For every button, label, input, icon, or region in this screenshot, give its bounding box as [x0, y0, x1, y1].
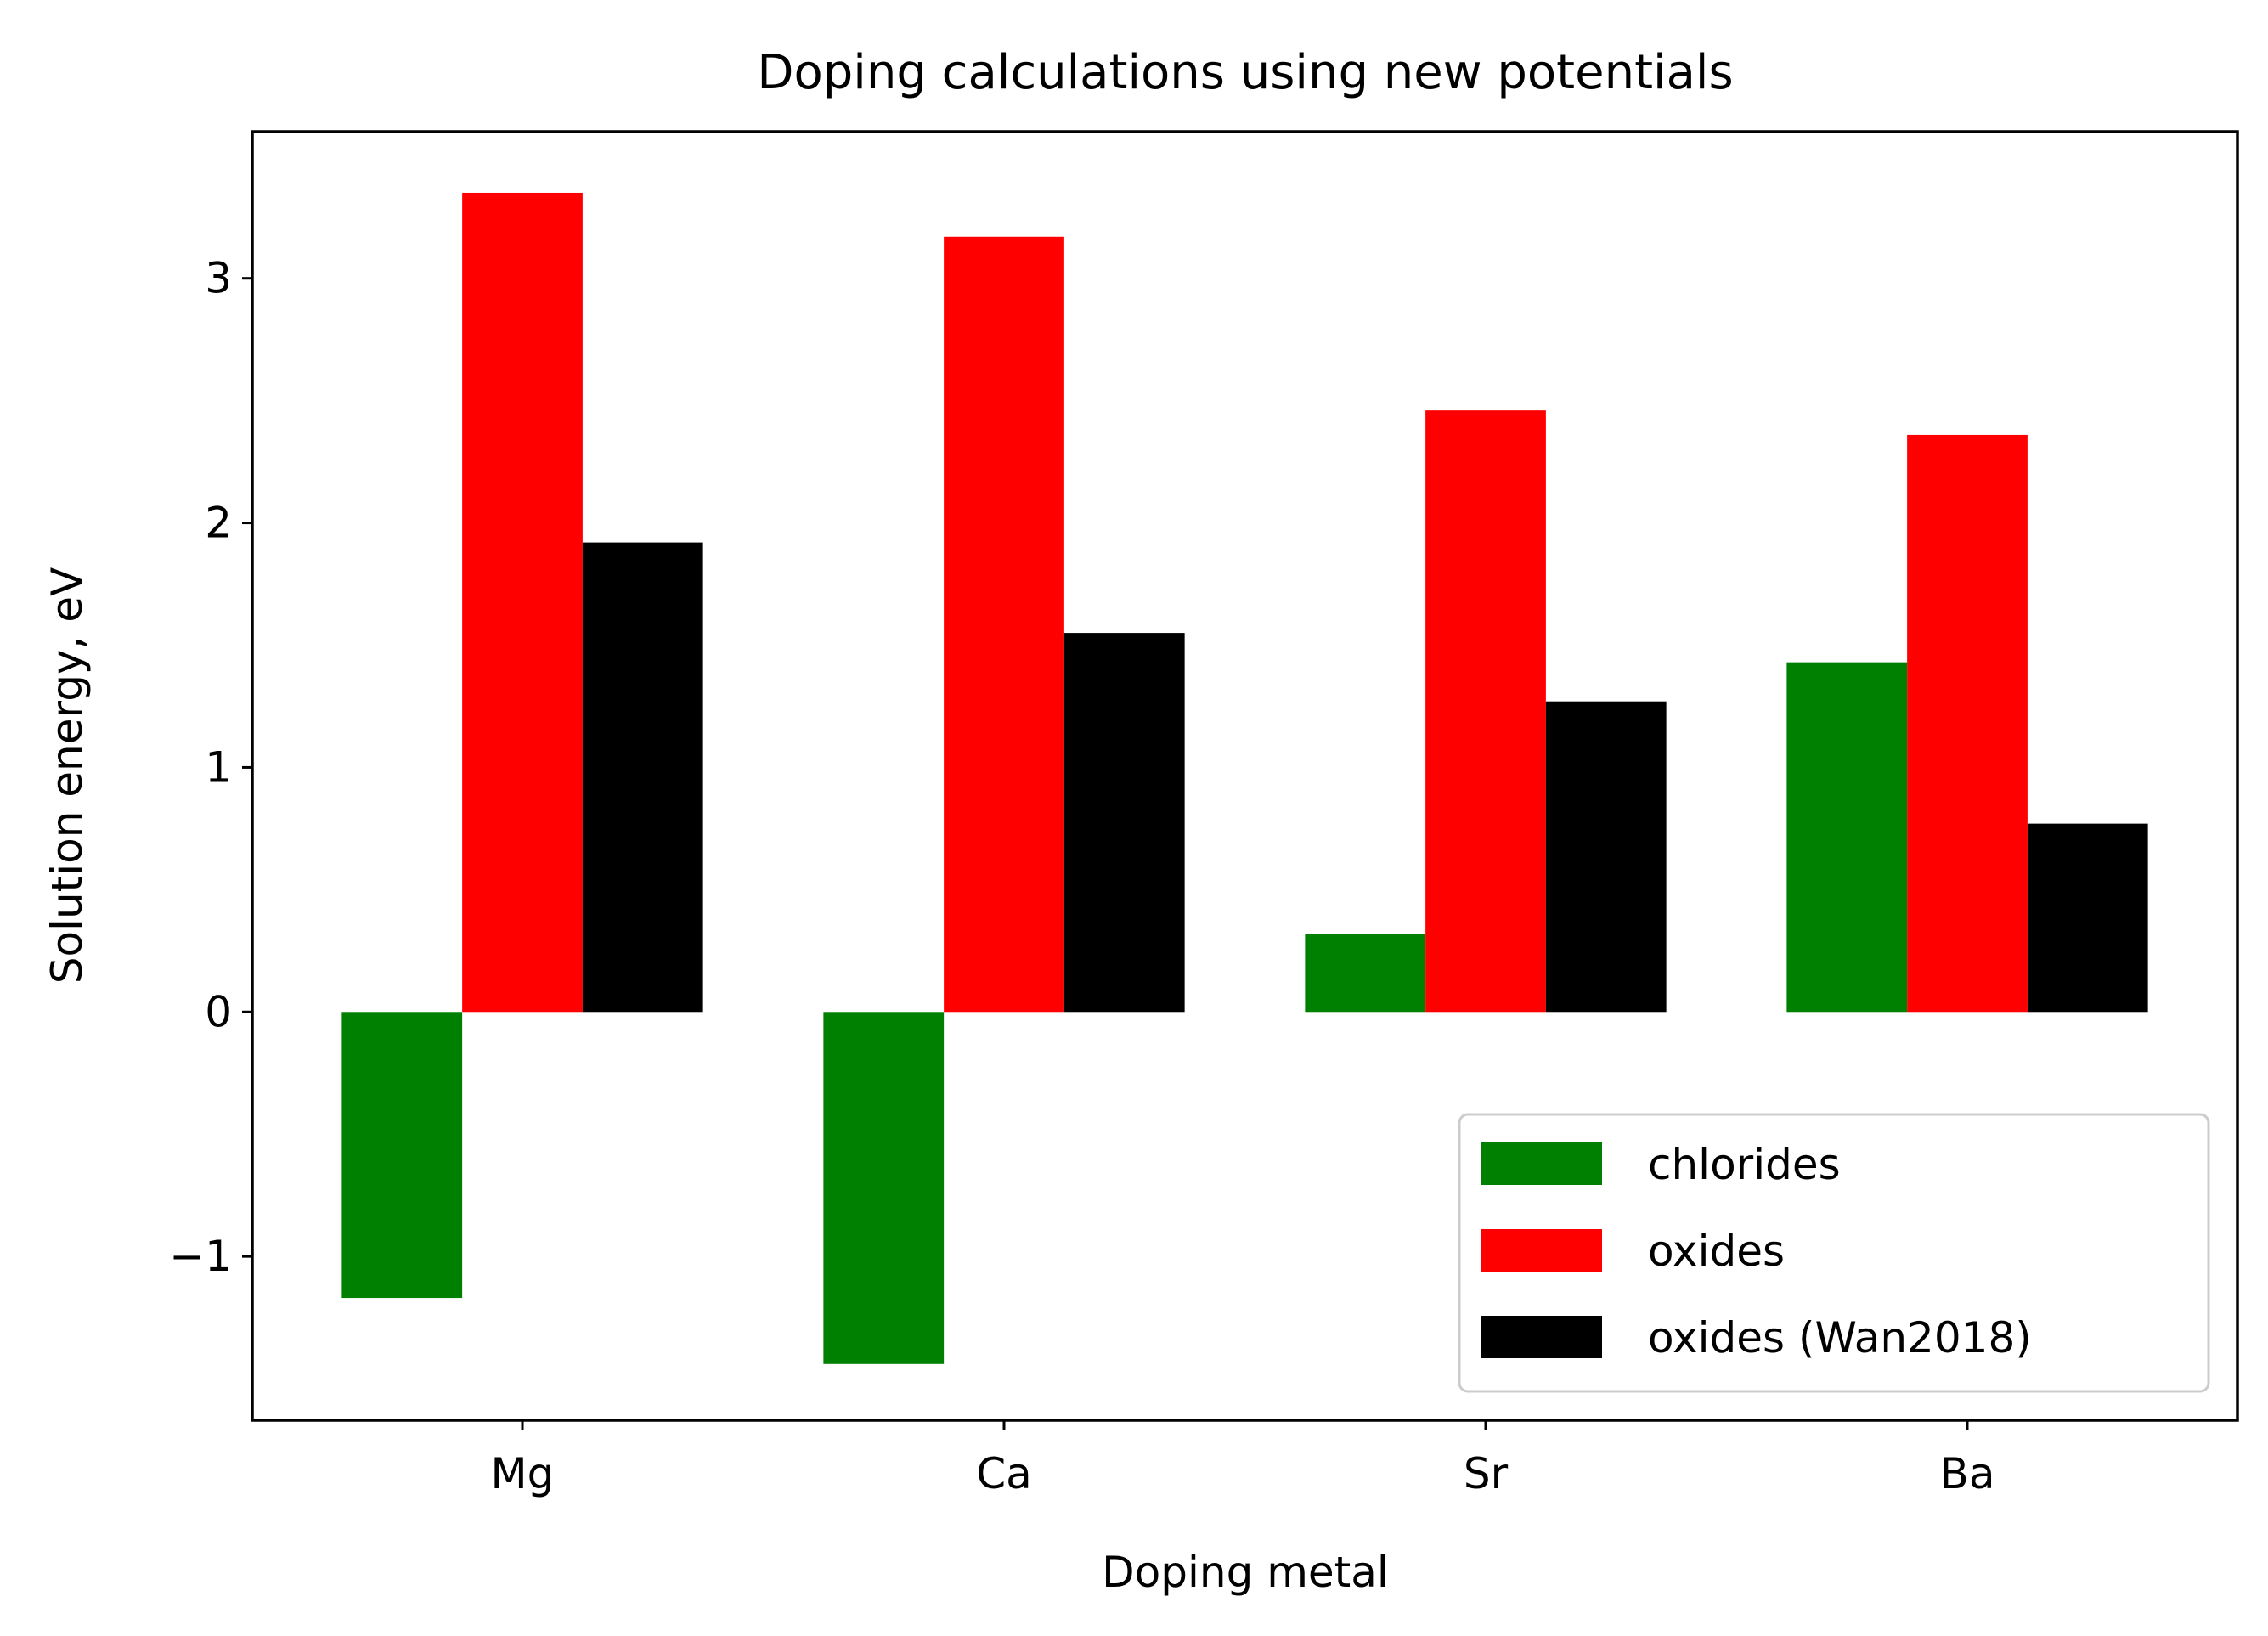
bar-ca-series-1	[823, 1012, 945, 1364]
bar-ca-series-2	[944, 236, 1064, 1013]
x-tick-label-mg: Mg	[491, 1449, 555, 1498]
legend-swatch-3	[1481, 1316, 1602, 1358]
legend-label-3: oxides (Wan2018)	[1648, 1313, 2032, 1362]
legend-swatch-1	[1481, 1142, 1602, 1185]
legend-label-2: oxides	[1648, 1227, 1785, 1276]
x-axis-label: Doping metal	[1102, 1548, 1389, 1597]
x-tick-label-sr: Sr	[1464, 1449, 1509, 1498]
y-tick-label: 3	[205, 254, 232, 303]
plot-frame	[251, 130, 2239, 1422]
y-tick-label: 0	[205, 987, 232, 1036]
bar-mg-series-1	[341, 1012, 463, 1299]
y-axis: −1 0 1 2 3	[169, 254, 252, 1281]
legend-swatch-2	[1481, 1229, 1602, 1272]
bar-ba-series-1	[1786, 662, 1908, 1013]
legend: chlorides oxides oxides (Wan2018)	[1458, 1113, 2210, 1393]
bar-ba-series-3	[2027, 823, 2148, 1013]
bar-mg-series-3	[582, 542, 703, 1013]
bar-sr-series-1	[1305, 934, 1426, 1013]
legend-box	[1458, 1113, 2210, 1393]
y-tick-label: 2	[205, 499, 232, 548]
bar-ca-series-3	[1063, 633, 1185, 1013]
y-tick-label: 1	[205, 742, 232, 792]
x-tick-label-ba: Ba	[1940, 1449, 1995, 1498]
legend-label-1: chlorides	[1648, 1140, 1841, 1189]
y-tick-label: −1	[169, 1232, 232, 1281]
y-axis-label: Solution energy, eV	[42, 567, 92, 984]
bar-ba-series-2	[1907, 434, 2028, 1013]
bar-sr-series-2	[1425, 410, 1546, 1013]
x-tick-label-ca: Ca	[976, 1449, 1032, 1498]
chart-title: Doping calculations using new potentials	[757, 45, 1733, 100]
bars-layer	[341, 192, 2148, 1364]
x-axis: Mg Ca Sr Ba	[491, 1420, 1995, 1498]
bar-mg-series-2	[462, 192, 583, 1013]
bar-sr-series-3	[1545, 701, 1667, 1013]
